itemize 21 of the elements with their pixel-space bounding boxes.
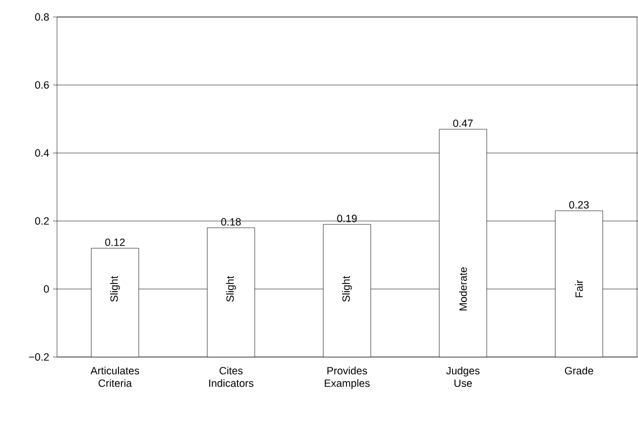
x-tick-label: Cites Indicators: [209, 366, 254, 387]
data-label: 0.47: [453, 120, 473, 127]
annotation: Slight: [226, 276, 236, 302]
y-tick-label: 0.8: [35, 13, 49, 21]
x-tick-label: Provides Examples: [324, 366, 370, 389]
x-tick-label: Judges Use: [446, 366, 480, 387]
y-tick-label: 0.2: [35, 217, 49, 225]
x-tick-label: Grade: [564, 366, 594, 374]
data-label: 0.19: [337, 214, 357, 222]
x-tick-label: Articulates Criteria: [90, 366, 140, 387]
y-tick-label: −0.2: [29, 353, 49, 361]
annotation: Fair: [575, 280, 583, 298]
annotation: Slight: [110, 276, 120, 302]
annotation: Moderate: [459, 267, 467, 310]
annotation: Slight: [342, 276, 352, 302]
data-label: 0.12: [105, 238, 125, 246]
y-tick-label: 0: [44, 285, 49, 293]
y-tick-label: 0.4: [35, 149, 49, 157]
data-label: 0.23: [569, 201, 589, 209]
y-tick-label: 0.6: [35, 81, 49, 89]
data-label: 0.18: [221, 218, 241, 226]
